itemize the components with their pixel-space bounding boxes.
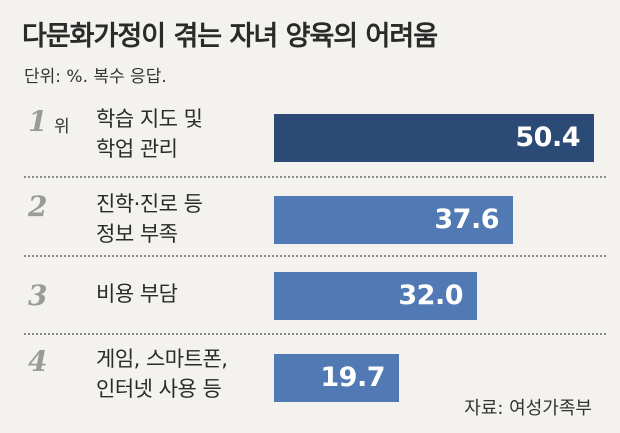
bar-value-label: 50.4 <box>515 121 580 153</box>
row-divider <box>24 255 606 257</box>
rank-number: 2 <box>28 190 48 223</box>
bar: 50.4 <box>274 113 594 162</box>
chart-title: 다문화가정이 겪는 자녀 양육의 어려움 <box>22 21 438 52</box>
category-label-line: 게임, 스마트폰, <box>96 347 228 371</box>
row-divider <box>24 176 606 178</box>
category-label: 게임, 스마트폰, 인터넷 사용 등 <box>96 344 228 404</box>
category-label: 비용 부담 <box>96 279 178 309</box>
bar: 37.6 <box>274 196 513 244</box>
bar-value-label: 32.0 <box>398 280 463 311</box>
rank-number: 4 <box>28 345 48 378</box>
bar-value-label: 37.6 <box>434 204 499 235</box>
category-label-line: 비용 부담 <box>96 282 178 306</box>
bar-row-3: 3 비용 부담 32.0 <box>0 262 620 330</box>
category-label-line: 학업 관리 <box>96 137 178 161</box>
source-note: 자료: 여성가족부 <box>464 398 592 419</box>
rank-number: 1 <box>28 105 48 138</box>
bar: 32.0 <box>274 272 477 320</box>
category-label-line: 학습 지도 및 <box>96 107 203 131</box>
category-label-line: 진학·진로 등 <box>96 192 203 216</box>
category-label-line: 정보 부족 <box>96 222 178 246</box>
row-divider <box>24 333 606 335</box>
bar-row-4: 4 게임, 스마트폰, 인터넷 사용 등 19.7 <box>0 340 620 415</box>
rank-number: 3 <box>28 279 48 312</box>
rank-suffix: 위 <box>54 117 70 137</box>
unit-note: 단위: %. 복수 응답. <box>24 67 167 87</box>
bar-value-label: 19.7 <box>320 361 385 393</box>
bar: 19.7 <box>274 353 399 402</box>
category-label-line: 인터넷 사용 등 <box>96 377 222 401</box>
